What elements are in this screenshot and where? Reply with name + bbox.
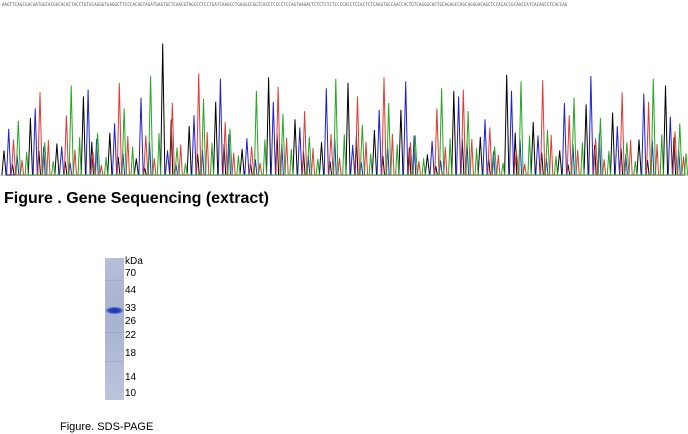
gene-sequencing-title: Figure . Gene Sequencing (extract) [4,190,269,207]
marker-70: 70 [125,268,137,279]
gel-background-band [105,361,124,362]
chromatogram-trace [15,75,688,176]
kda-label: kDa [125,256,143,267]
marker-18: 18 [125,348,137,359]
marker-44: 44 [125,285,137,296]
chromatogram-svg [0,43,688,176]
sds-page-lane [105,258,124,400]
marker-26: 26 [125,316,137,327]
gel-background-band [105,332,124,333]
gel-background-band [105,280,124,281]
gene-sequencing-figure: AAGTTCAGCGACGATGGCACGGCACACTACCTGTGCAGGG… [0,0,688,180]
sds-page-caption: Figure. SDS-PAGE [60,421,154,433]
marker-14: 14 [125,372,137,383]
marker-22: 22 [125,330,137,341]
sequence-text: AAGTTCAGCGACGATGGCACGGCACACTACCTGTGCAGGG… [2,2,568,7]
protein-band [106,307,123,314]
sequencing-chromatogram [0,10,688,180]
marker-10: 10 [125,388,137,399]
marker-33: 33 [125,303,137,314]
